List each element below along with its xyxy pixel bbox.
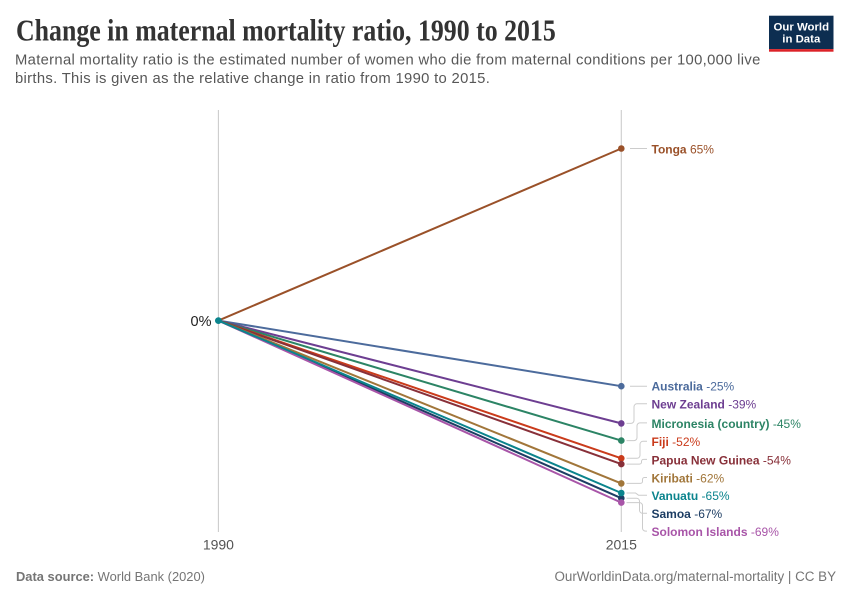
svg-text:OurWorldinData.org/maternal-mo: OurWorldinData.org/maternal-mortality | … [554, 569, 836, 584]
svg-text:Papua New Guinea -54%: Papua New Guinea -54% [652, 453, 792, 467]
svg-text:Vanuatu -65%: Vanuatu -65% [652, 489, 730, 503]
svg-text:Samoa -67%: Samoa -67% [652, 507, 723, 521]
svg-text:2015: 2015 [606, 536, 637, 552]
svg-text:Maternal mortality ratio is th: Maternal mortality ratio is the estimate… [15, 53, 761, 69]
svg-text:Solomon Islands -69%: Solomon Islands -69% [652, 525, 780, 539]
svg-text:Fiji -52%: Fiji -52% [652, 435, 701, 449]
svg-text:Data source: World Bank (2020): Data source: World Bank (2020) [16, 569, 205, 584]
svg-text:1990: 1990 [203, 536, 234, 552]
svg-text:0%: 0% [191, 314, 212, 330]
svg-text:Tonga 65%: Tonga 65% [652, 142, 715, 156]
svg-text:Australia -25%: Australia -25% [652, 380, 735, 394]
svg-text:Our World: Our World [774, 21, 830, 33]
svg-text:Change in maternal mortality r: Change in maternal mortality ratio, 1990… [16, 14, 556, 48]
svg-text:in Data: in Data [782, 34, 821, 46]
svg-text:births. This is given as the r: births. This is given as the relative ch… [15, 71, 490, 87]
svg-text:New Zealand -39%: New Zealand -39% [652, 398, 757, 412]
svg-text:Micronesia (country) -45%: Micronesia (country) -45% [652, 417, 802, 431]
svg-text:Kiribati -62%: Kiribati -62% [652, 471, 725, 485]
